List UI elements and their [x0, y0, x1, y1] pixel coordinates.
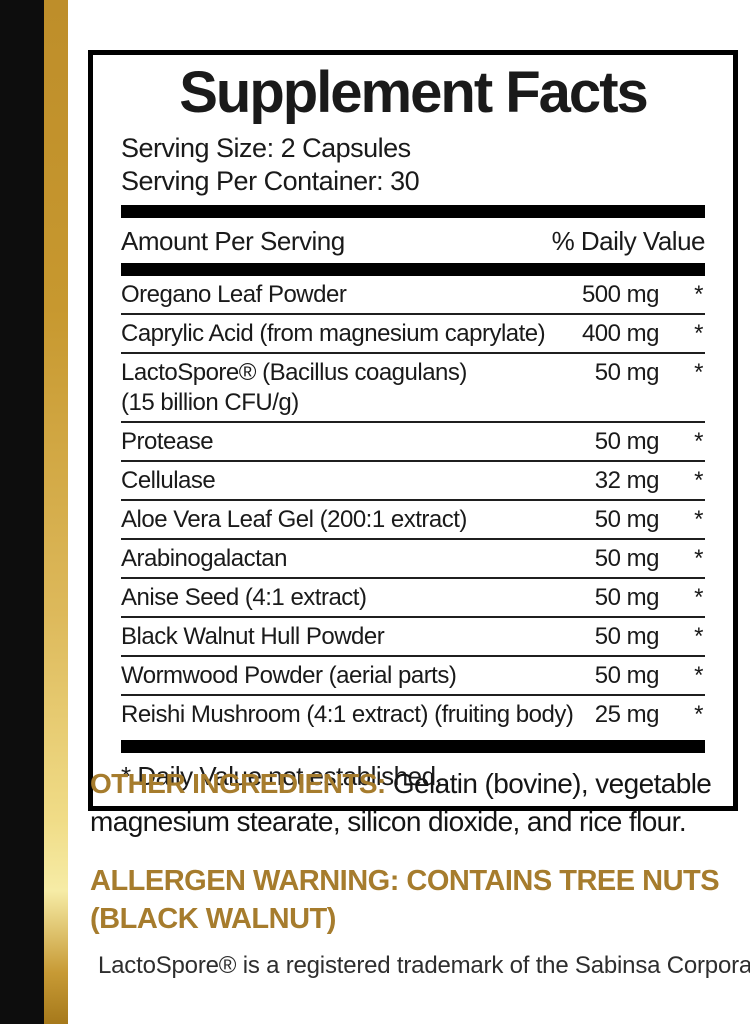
- trademark-note: LactoSpore® is a registered trademark of…: [98, 952, 750, 979]
- ingredient-name: Oregano Leaf Powder: [121, 281, 347, 309]
- daily-value-header: % Daily Value: [551, 226, 706, 257]
- ingredient-row: Anise Seed (4:1 extract) 50 mg *: [121, 579, 705, 619]
- left-black-bar: [0, 0, 44, 1024]
- ingredient-amount: 500 mg: [581, 281, 660, 309]
- ingredient-dv-asterisk: *: [694, 359, 703, 387]
- ingredient-name: Arabinogalactan: [121, 545, 287, 573]
- ingredient-dv-asterisk: *: [694, 506, 703, 534]
- amount-per-serving-header: Amount Per Serving: [121, 226, 345, 257]
- divider-bar-bottom: [121, 740, 705, 754]
- ingredient-row: Wormwood Powder (aerial parts) 50 mg *: [121, 657, 705, 697]
- ingredient-name: Cellulase: [121, 467, 216, 495]
- ingredient-amount: 25 mg: [594, 701, 660, 729]
- ingredient-amount: 50 mg: [594, 662, 660, 690]
- ingredient-name: LactoSpore® (Bacillus coagulans) (15 bill…: [121, 359, 467, 417]
- ingredient-dv-asterisk: *: [694, 662, 703, 690]
- ingredient-row: Aloe Vera Leaf Gel (200:1 extract) 50 mg…: [121, 501, 705, 541]
- ingredient-row: Black Walnut Hull Powder 50 mg *: [121, 618, 705, 658]
- allergen-warning-section: ALLERGEN WARNING: CONTAINS TREE NUTS (BL…: [90, 862, 750, 938]
- ingredient-dv-asterisk: *: [694, 320, 703, 348]
- ingredient-row: Cellulase 32 mg *: [121, 462, 705, 502]
- ingredient-dv-asterisk: *: [694, 623, 703, 651]
- ingredient-amount: 50 mg: [594, 506, 660, 534]
- ingredient-row: Oregano Leaf Powder 500 mg *: [121, 276, 705, 316]
- ingredient-dv-asterisk: *: [694, 281, 703, 309]
- ingredient-name: Caprylic Acid (from magnesium caprylate): [121, 320, 546, 348]
- other-ingredients-section: OTHER INGREDIENTS: Gelatin (bovine), veg…: [90, 765, 750, 841]
- servings-per-container-line: Serving Per Container: 30: [121, 166, 420, 197]
- ingredient-amount: 50 mg: [594, 359, 660, 387]
- gold-accent-stripe: [44, 0, 68, 1024]
- ingredient-amount: 400 mg: [581, 320, 660, 348]
- ingredient-dv-asterisk: *: [694, 701, 703, 729]
- ingredient-rows: Oregano Leaf Powder 500 mg * Caprylic Ac…: [121, 276, 705, 733]
- column-headers: Amount Per Serving % Daily Value: [121, 218, 706, 263]
- ingredient-name: Anise Seed (4:1 extract): [121, 584, 367, 612]
- ingredient-amount: 50 mg: [594, 428, 660, 456]
- other-ingredients-label: OTHER INGREDIENTS:: [90, 768, 386, 799]
- daily-value-footnote: * Daily Value not established.: [121, 761, 443, 792]
- ingredient-name: Aloe Vera Leaf Gel (200:1 extract): [121, 506, 467, 534]
- allergen-warning-line2: (BLACK WALNUT): [90, 903, 336, 935]
- ingredient-row: LactoSpore® (Bacillus coagulans) (15 bill…: [121, 354, 705, 424]
- ingredient-row: Reishi Mushroom (4:1 extract) (fruiting …: [121, 696, 705, 733]
- ingredient-dv-asterisk: *: [694, 428, 703, 456]
- ingredient-row: Caprylic Acid (from magnesium caprylate)…: [121, 315, 705, 355]
- ingredient-name: Wormwood Powder (aerial parts): [121, 662, 457, 690]
- other-ingredients-text1: Gelatin (bovine), vegetable: [385, 768, 712, 799]
- ingredient-dv-asterisk: *: [694, 545, 703, 573]
- supplement-facts-panel: Supplement Facts Serving Size: 2 Capsule…: [88, 50, 738, 812]
- ingredient-row: Protease 50 mg *: [121, 423, 705, 463]
- serving-size-line: Serving Size: 2 Capsules: [121, 133, 411, 164]
- divider-bar-header: [121, 263, 705, 277]
- allergen-warning-line1: ALLERGEN WARNING: CONTAINS TREE NUTS: [90, 865, 720, 897]
- ingredient-dv-asterisk: *: [694, 584, 703, 612]
- ingredient-name: Protease: [121, 428, 214, 456]
- ingredient-dv-asterisk: *: [694, 467, 703, 495]
- ingredient-amount: 50 mg: [594, 584, 660, 612]
- ingredient-name: Reishi Mushroom (4:1 extract) (fruiting …: [121, 701, 574, 729]
- ingredient-row: Arabinogalactan 50 mg *: [121, 540, 705, 580]
- ingredient-amount: 32 mg: [594, 467, 660, 495]
- panel-title: Supplement Facts: [179, 60, 649, 125]
- ingredient-amount: 50 mg: [594, 623, 660, 651]
- ingredient-name: Black Walnut Hull Powder: [121, 623, 385, 651]
- ingredient-amount: 50 mg: [594, 545, 660, 573]
- other-ingredients-line1: OTHER INGREDIENTS: Gelatin (bovine), veg…: [90, 765, 750, 803]
- divider-bar-top: [121, 205, 705, 219]
- other-ingredients-line2: magnesium stearate, silicon dioxide, and…: [90, 806, 687, 837]
